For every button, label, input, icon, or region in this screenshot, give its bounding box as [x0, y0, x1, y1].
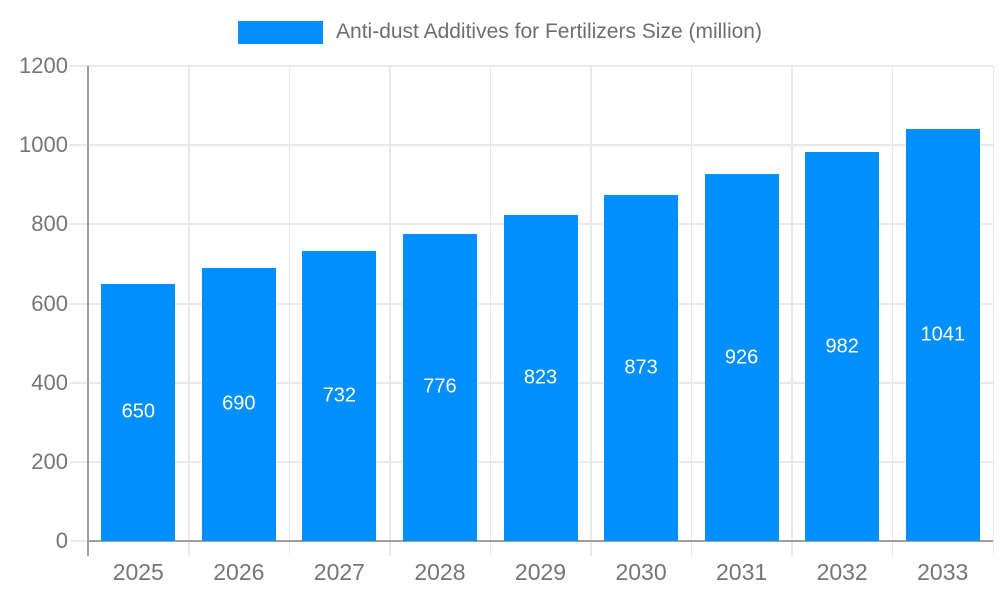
x-gridline — [288, 66, 291, 556]
x-gridline — [891, 66, 894, 556]
y-gridline — [70, 65, 993, 67]
x-gridline — [690, 66, 693, 556]
bar-value-label: 690 — [222, 392, 256, 415]
x-tick-label: 2032 — [816, 559, 868, 585]
bar-2033[interactable]: 1041 — [905, 128, 980, 541]
bar-2029[interactable]: 823 — [503, 215, 578, 541]
x-axis-line — [88, 540, 993, 542]
bar-value-label: 776 — [423, 375, 457, 398]
legend[interactable]: Anti-dust Additives for Fertilizers Size… — [0, 20, 1000, 44]
bar-2031[interactable]: 926 — [704, 174, 779, 541]
legend-swatch — [238, 20, 324, 44]
bar-2027[interactable]: 732 — [302, 251, 377, 541]
x-gridline — [992, 66, 994, 556]
x-tick-label: 2031 — [716, 559, 768, 585]
bar-value-label: 926 — [724, 346, 759, 369]
bar-2025[interactable]: 650 — [101, 283, 176, 541]
bar-value-label: 873 — [624, 356, 658, 379]
y-tick-label: 400 — [31, 369, 68, 395]
bar-2032[interactable]: 982 — [805, 152, 880, 541]
y-gridline — [70, 144, 993, 147]
x-gridline — [188, 66, 190, 556]
x-tick-label: 2025 — [112, 559, 164, 585]
y-tick-label: 1200 — [19, 53, 68, 78]
x-tick-label: 2029 — [514, 559, 567, 585]
bar-value-label: 1041 — [920, 323, 965, 346]
legend-label: Anti-dust Additives for Fertilizers Size… — [336, 20, 762, 43]
x-tick-label: 2026 — [213, 559, 265, 585]
y-axis-line — [87, 66, 89, 556]
bar-value-label: 982 — [825, 335, 859, 358]
x-gridline — [791, 66, 793, 556]
y-tick-label: 1000 — [19, 132, 68, 158]
x-tick-label: 2027 — [313, 559, 365, 585]
x-gridline — [590, 66, 592, 556]
y-tick-label: 800 — [31, 211, 68, 237]
bar-value-label: 650 — [121, 400, 155, 423]
y-tick-label: 200 — [31, 448, 68, 474]
bar-2028[interactable]: 776 — [402, 233, 477, 541]
bar-2026[interactable]: 690 — [201, 267, 276, 541]
x-tick-label: 2028 — [414, 559, 466, 585]
bar-value-label: 823 — [523, 366, 558, 389]
bar-2030[interactable]: 873 — [604, 195, 679, 541]
x-tick-label: 2030 — [615, 559, 667, 585]
y-tick-label: 600 — [31, 290, 68, 316]
x-gridline — [389, 66, 391, 556]
y-tick-label: 0 — [55, 528, 68, 553]
x-gridline — [489, 66, 492, 556]
bar-value-label: 732 — [322, 384, 357, 407]
x-tick-label: 2033 — [917, 559, 969, 585]
